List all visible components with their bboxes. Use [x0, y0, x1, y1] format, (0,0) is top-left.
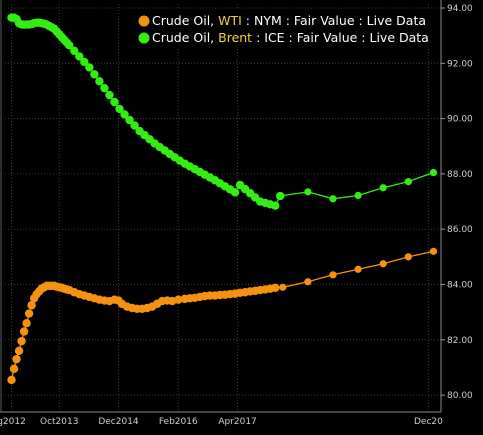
data-point: [354, 191, 362, 200]
data-point: [279, 283, 287, 291]
svg-text:Crude Oil, WTI : NYM : Fair Va: Crude Oil, WTI : NYM : Fair Value : Live…: [152, 13, 426, 28]
legend-marker-brent: [138, 32, 150, 44]
legend-marker-wti: [138, 15, 150, 27]
y-axis-ticks: 94.00 92.00 90.00 88.00 86.00 84.00 82.00 80.00: [441, 4, 473, 401]
legend-label-brent-prefix: Crude Oil,: [152, 30, 218, 45]
data-point: [120, 110, 129, 119]
y-tick-label: 92.00: [447, 59, 473, 69]
data-point: [80, 57, 89, 67]
data-point: [304, 278, 312, 286]
data-point: [329, 195, 337, 203]
svg-text:Crude Oil, Brent : ICE : Fair: Crude Oil, Brent : ICE : Fair Value : Li…: [152, 30, 429, 45]
data-point: [27, 301, 36, 310]
legend-label-wti-suffix: : NYM : Fair Value : Live Data: [242, 13, 426, 28]
data-point: [12, 354, 21, 364]
data-point: [230, 188, 240, 197]
data-point: [130, 121, 139, 130]
data-point: [90, 70, 99, 79]
series-layer: [7, 13, 438, 385]
data-point: [404, 178, 412, 186]
data-point: [329, 271, 337, 279]
data-point: [17, 336, 26, 346]
data-point: [379, 260, 387, 268]
data-point: [70, 46, 79, 56]
data-point: [110, 97, 119, 107]
y-tick-label: 84.00: [447, 281, 473, 291]
data-point: [22, 319, 31, 328]
data-point: [100, 83, 109, 93]
y-tick-label: 82.00: [447, 336, 473, 346]
legend-entry-brent[interactable]: Crude Oil, Brent : ICE : Fair Value : Li…: [138, 30, 429, 45]
x-tick-label: Feb2016: [159, 417, 198, 427]
data-point: [14, 346, 24, 356]
data-point: [304, 188, 312, 196]
data-point: [404, 253, 412, 261]
data-point: [115, 104, 124, 114]
data-point: [354, 265, 362, 273]
legend-label-brent-highlight: Brent: [218, 30, 252, 45]
data-point: [9, 364, 19, 374]
y-tick-label: 94.00: [447, 4, 473, 14]
legend-label-brent-suffix: : ICE : Fair Value : Live Data: [252, 30, 429, 45]
data-point: [379, 184, 387, 192]
legend-label-wti-highlight: WTI: [218, 13, 242, 28]
grid-lines: [5, 4, 441, 410]
data-point: [75, 52, 84, 61]
y-tick-label: 90.00: [447, 115, 473, 125]
series-brent: [7, 13, 438, 210]
data-point: [429, 168, 438, 177]
x-tick-label: Dec20: [414, 417, 443, 427]
x-axis-ticks: g2012 Oct2013 Dec2014 Feb2016 Apr2017 Dec20: [0, 417, 443, 427]
x-tick-label: Oct2013: [40, 417, 78, 427]
legend-entry-wti[interactable]: Crude Oil, WTI : NYM : Fair Value : Live…: [138, 13, 427, 28]
legend-label-wti-prefix: Crude Oil,: [152, 13, 218, 28]
data-point: [174, 295, 183, 304]
data-point: [95, 77, 104, 86]
legend-box: [132, 9, 436, 49]
data-point: [271, 201, 280, 210]
data-point: [271, 283, 280, 293]
data-point: [276, 191, 285, 201]
legend: Crude Oil, WTI : NYM : Fair Value : Live…: [132, 9, 436, 49]
data-point: [24, 309, 34, 318]
data-point: [7, 375, 16, 385]
y-tick-label: 80.00: [447, 391, 473, 401]
y-tick-label: 88.00: [447, 170, 473, 180]
x-tick-label: Apr2017: [218, 417, 256, 427]
x-tick-label: g2012: [0, 417, 26, 427]
data-point: [65, 41, 74, 50]
data-point: [125, 115, 134, 125]
data-point: [429, 247, 438, 255]
data-point: [105, 90, 114, 100]
y-tick-label: 86.00: [447, 225, 473, 235]
data-point: [19, 327, 29, 336]
x-tick-label: Dec2014: [98, 417, 139, 427]
axes: [0, 0, 442, 413]
data-point: [85, 63, 94, 72]
series-wti: [7, 247, 438, 385]
